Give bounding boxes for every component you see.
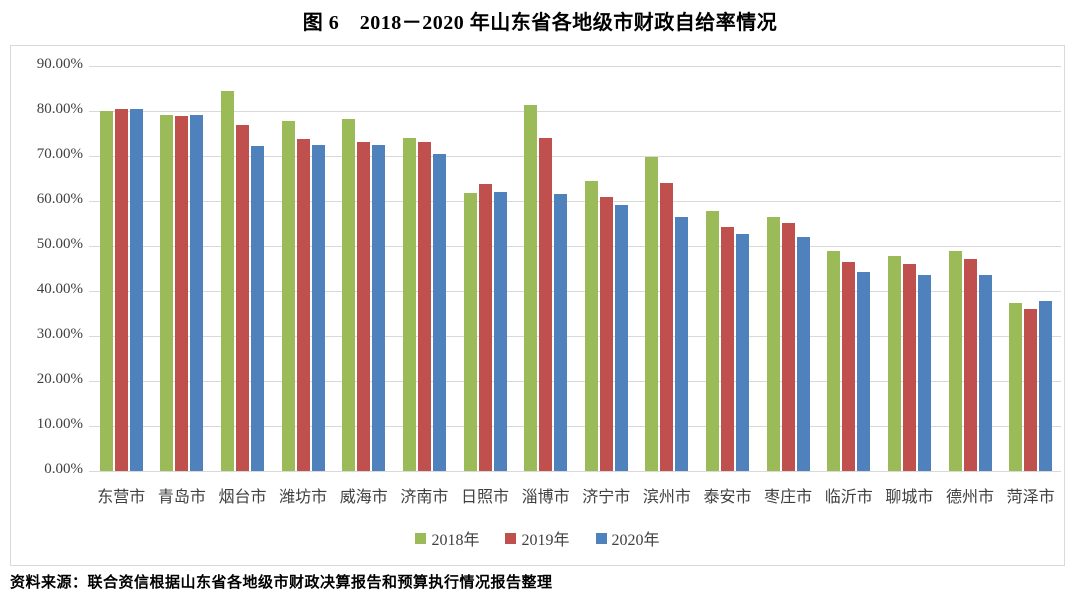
gridline <box>89 156 1061 157</box>
bar <box>584 180 598 471</box>
bar <box>175 116 189 471</box>
bar <box>842 261 856 471</box>
y-axis-tick-label: 10.00% <box>36 416 83 432</box>
legend-swatch-2019 <box>505 532 517 544</box>
bar <box>1024 309 1038 471</box>
bar <box>281 120 295 471</box>
x-axis-category-label: 烟台市 <box>218 489 267 506</box>
x-axis-category-label: 青岛市 <box>157 489 206 506</box>
legend: 2018年 2019年 2020年 <box>11 526 1064 550</box>
bar <box>1009 303 1023 471</box>
x-axis-category-label: 滨州市 <box>642 489 691 506</box>
bar <box>599 197 613 471</box>
bar <box>160 114 174 471</box>
bar <box>372 145 386 471</box>
x-axis-category-label: 枣庄市 <box>764 489 813 506</box>
gridline <box>89 111 1061 112</box>
y-axis-tick-label: 90.00% <box>36 56 83 72</box>
gridline <box>89 66 1061 67</box>
bar <box>660 182 674 471</box>
bar <box>721 227 735 471</box>
legend-swatch-2018 <box>415 532 427 544</box>
y-axis-tick-label: 30.00% <box>36 326 83 342</box>
x-axis-category-label: 威海市 <box>339 489 388 506</box>
bar <box>478 183 492 471</box>
bar <box>463 193 477 471</box>
bar <box>524 105 538 471</box>
x-axis-category-label: 济南市 <box>400 489 449 506</box>
bar <box>1039 300 1053 471</box>
y-axis-tick-label: 60.00% <box>36 191 83 207</box>
y-axis-tick-label: 20.00% <box>36 371 83 387</box>
bar <box>675 217 689 471</box>
bar <box>978 274 992 471</box>
gridline <box>89 201 1061 202</box>
bar <box>796 237 810 471</box>
gridline <box>89 381 1061 382</box>
gridline <box>89 471 1061 472</box>
x-axis-category-label: 泰安市 <box>703 489 752 506</box>
bar <box>129 109 143 471</box>
bar <box>190 114 204 471</box>
bar <box>827 250 841 471</box>
y-axis-tick-label: 80.00% <box>36 101 83 117</box>
y-axis-tick-label: 40.00% <box>36 281 83 297</box>
x-axis-category-label: 潍坊市 <box>279 489 328 506</box>
bar <box>781 222 795 471</box>
bar <box>736 234 750 471</box>
x-axis-category-label: 日照市 <box>461 489 510 506</box>
chart-area: 2018年 2019年 2020年 90.00% 80.00% 70.00% 60.00%… <box>10 45 1065 566</box>
legend-label: 2020年 <box>611 532 660 549</box>
bar <box>766 217 780 471</box>
legend-item: 2018年 <box>415 526 479 550</box>
legend-swatch-2020 <box>595 532 607 544</box>
bar <box>114 109 128 471</box>
legend-item: 2020年 <box>595 526 660 550</box>
bar <box>402 137 416 471</box>
bar <box>917 275 931 471</box>
gridline <box>89 291 1061 292</box>
bar <box>554 193 568 471</box>
bar <box>963 259 977 471</box>
x-axis-category-label: 聊城市 <box>885 489 934 506</box>
bar <box>296 139 310 471</box>
bar <box>357 142 371 471</box>
y-axis-tick-label: 50.00% <box>36 236 83 252</box>
bar <box>311 145 325 471</box>
y-axis-tick-label: 0.00% <box>44 461 83 477</box>
legend-item: 2019年 <box>505 526 570 550</box>
source-note: 资料来源：联合资信根据山东省各地级市财政决算报告和预算执行情况报告整理 <box>10 575 553 591</box>
bar <box>902 264 916 471</box>
bar <box>539 138 553 471</box>
x-axis-category-label: 德州市 <box>946 489 995 506</box>
bar <box>417 141 431 471</box>
chart-title: 图 6 2018－2020 年山东省各地级市财政自给率情况 <box>302 12 778 34</box>
bar <box>887 255 901 471</box>
bar <box>645 157 659 471</box>
bar <box>342 118 356 471</box>
bar <box>493 192 507 471</box>
bar <box>251 146 265 471</box>
gridline <box>89 336 1061 337</box>
y-axis-tick-label: 70.00% <box>36 146 83 162</box>
gridline <box>89 246 1061 247</box>
bar <box>236 125 250 471</box>
bar <box>857 272 871 471</box>
bar <box>706 211 720 471</box>
bar <box>221 90 235 471</box>
bar <box>614 204 628 471</box>
x-axis-category-label: 菏泽市 <box>1006 489 1055 506</box>
x-axis-category-label: 淄博市 <box>521 489 570 506</box>
x-axis-category-label: 济宁市 <box>582 489 631 506</box>
gridline <box>89 426 1061 427</box>
bar <box>432 153 446 471</box>
x-axis-category-label: 临沂市 <box>824 489 873 506</box>
legend-label: 2018年 <box>431 532 480 549</box>
bar <box>948 250 962 471</box>
bar <box>99 110 113 471</box>
x-axis-category-label: 东营市 <box>97 489 146 506</box>
legend-label: 2019年 <box>521 532 570 549</box>
